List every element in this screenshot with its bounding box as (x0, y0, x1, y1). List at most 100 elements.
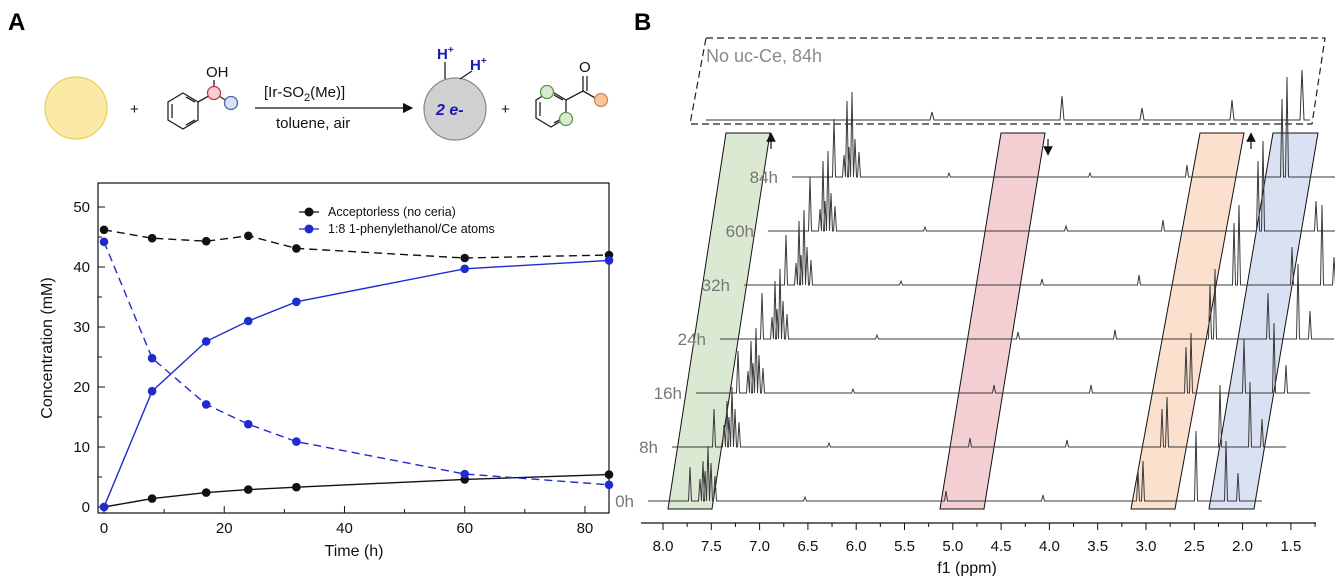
proton-label-1: H+ (437, 45, 454, 63)
nmr-spectrum-trace (768, 140, 1335, 232)
highlight-ch-oh (939, 132, 1046, 510)
acetophenone-structure-icon (535, 76, 609, 128)
ppm-tick-label: 7.0 (749, 538, 770, 555)
ppm-tick-label: 2.5 (1184, 538, 1205, 555)
data-point (147, 494, 157, 503)
data-point (460, 253, 470, 263)
spectrum-time-label: 0h (615, 492, 634, 511)
data-point (147, 353, 157, 363)
electrons-label: 2 e- (435, 102, 464, 119)
plus-sign-2: + (501, 101, 510, 118)
highlight-methyl (1208, 132, 1319, 510)
ppm-tick-label: 4.0 (1039, 538, 1060, 555)
data-point (292, 482, 301, 492)
data-point (243, 231, 253, 241)
data-point (243, 316, 253, 326)
chart-a-ylabel: Concentration (mM) (39, 277, 56, 418)
x-tick-label: 60 (456, 520, 473, 537)
nmr-spectrum-trace (672, 381, 1286, 448)
ppm-tick-label: 8.0 (653, 538, 674, 555)
data-point (604, 480, 614, 490)
ppm-axis-label: f1 (ppm) (937, 560, 997, 576)
ppm-tick-label: 3.5 (1087, 538, 1108, 555)
chart-a-legend: Acceptorless (no ceria) 1:8 1-phenyletha… (299, 205, 495, 236)
spectrum-time-label: 16h (654, 384, 682, 403)
nmr-stack-plot: No uc-Ce, 84h 0h 8h 16h 24h 32h 60h 84h 8.0 7.5… (615, 37, 1335, 576)
reaction-scheme: + OH [Ir-SO2(Me)] toluene, air H+ H+ 2 e… (44, 45, 609, 141)
conditions-label: toluene, air (276, 115, 350, 132)
reference-spectrum-box (689, 37, 1326, 125)
series-line-2 (103, 241, 610, 486)
ketone-o-label: O (579, 59, 591, 76)
chart-a-xlabel: Time (h) (325, 543, 384, 560)
data-point (460, 264, 470, 274)
ppm-tick-label: 1.5 (1280, 538, 1301, 555)
data-point (99, 502, 109, 512)
legend-label-ceria: 1:8 1-phenylethanol/Ce atoms (328, 222, 495, 236)
x-tick-label: 20 (216, 520, 233, 537)
ppm-tick-label: 3.0 (1136, 538, 1157, 555)
ppm-tick-label: 6.0 (846, 538, 867, 555)
ppm-tick-label: 5.5 (894, 538, 915, 555)
ppm-tick-label: 5.0 (942, 538, 963, 555)
y-tick-label: 10 (73, 439, 90, 456)
y-tick-label: 30 (73, 319, 90, 336)
nmr-spectrum-trace (648, 430, 1262, 502)
nmr-spectrum-trace (792, 76, 1335, 178)
proton-label-2: H+ (470, 56, 487, 74)
data-point (604, 256, 614, 265)
data-point (147, 233, 157, 243)
series-line-3 (103, 259, 610, 508)
x-tick-label: 40 (336, 520, 353, 537)
ppm-tick-label: 4.5 (991, 538, 1012, 555)
spectrum-time-label: 60h (726, 222, 754, 241)
nmr-spectrum-trace (720, 263, 1334, 340)
legend-marker-ceria (304, 224, 314, 234)
data-point (201, 488, 211, 497)
data-point (147, 386, 157, 396)
data-point (292, 297, 301, 307)
data-point (292, 437, 301, 446)
plus-sign-1: + (130, 101, 139, 118)
data-point (99, 237, 109, 247)
data-point (201, 236, 211, 246)
legend-label-acceptorless: Acceptorless (no ceria) (328, 205, 456, 219)
reduced-particle-icon (423, 77, 487, 141)
phenylethanol-structure-icon (167, 80, 239, 130)
data-point (292, 244, 301, 253)
x-tick-label: 0 (100, 520, 108, 537)
data-point (201, 400, 211, 409)
ppm-tick-label: 2.0 (1232, 538, 1253, 555)
data-point (243, 485, 253, 494)
concentration-chart: 0 20 40 60 80 0 10 20 30 40 50 Time (h) Concentrat… (39, 182, 614, 560)
data-point (243, 419, 253, 429)
reagent-label: [Ir-SO2(Me)] (264, 84, 345, 104)
ppm-tick-label: 6.5 (797, 538, 818, 555)
nmr-spectrum-trace (744, 204, 1335, 286)
y-tick-label: 40 (73, 259, 90, 276)
data-point (99, 225, 109, 235)
data-point (201, 337, 211, 346)
x-tick-label: 80 (577, 520, 594, 537)
panel-label-b: B (634, 9, 651, 36)
y-tick-label: 20 (73, 379, 90, 396)
y-tick-label: 50 (73, 199, 90, 216)
reference-label: No uc-Ce, 84h (706, 46, 822, 66)
highlight-acetyl (1130, 132, 1245, 510)
y-tick-label: 0 (82, 499, 90, 516)
data-point (460, 469, 470, 479)
spectrum-time-label: 84h (750, 168, 778, 187)
legend-marker-acceptorless (304, 207, 314, 217)
spectrum-time-label: 24h (678, 330, 706, 349)
panel-label-a: A (8, 9, 25, 36)
highlight-aromatic (667, 132, 771, 510)
ppm-tick-label: 7.5 (701, 538, 722, 555)
spectrum-time-label: 32h (702, 276, 730, 295)
data-point (604, 470, 614, 479)
chart-a-frame (97, 182, 610, 514)
ceria-particle-icon (44, 76, 108, 140)
oh-label: OH (206, 64, 229, 81)
nmr-spectrum-trace (696, 322, 1310, 394)
spectrum-time-label: 8h (639, 438, 658, 457)
